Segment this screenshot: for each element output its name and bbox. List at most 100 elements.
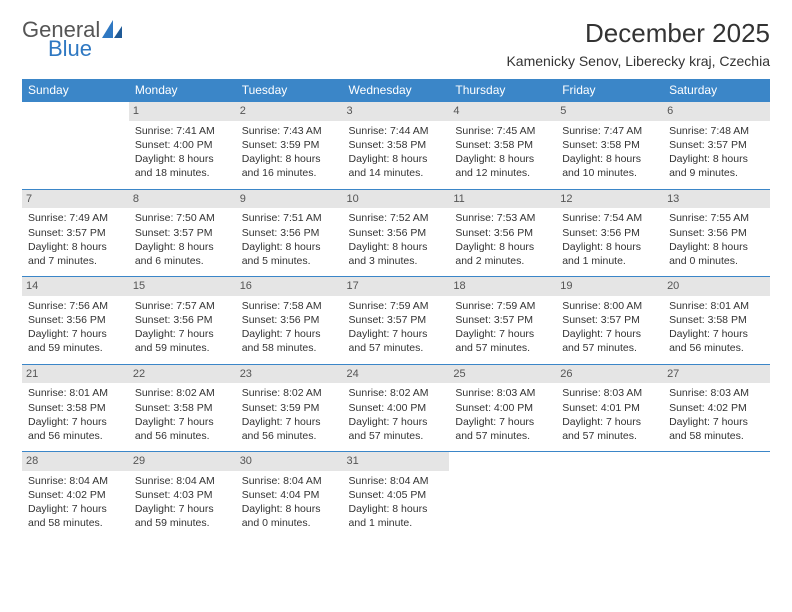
day-header: Sunday	[22, 79, 129, 102]
day-number: 19	[556, 277, 663, 296]
logo: General Blue	[22, 18, 124, 60]
daylight-text: Daylight: 7 hours and 58 minutes.	[669, 415, 764, 443]
sunrise-text: Sunrise: 7:54 AM	[562, 211, 657, 225]
sunset-text: Sunset: 3:58 PM	[669, 313, 764, 327]
sunrise-text: Sunrise: 8:02 AM	[242, 386, 337, 400]
day-number: 16	[236, 277, 343, 296]
sunrise-text: Sunrise: 7:57 AM	[135, 299, 230, 313]
sunrise-text: Sunrise: 8:03 AM	[669, 386, 764, 400]
sunrise-text: Sunrise: 7:43 AM	[242, 124, 337, 138]
empty-cell	[556, 452, 663, 539]
day-header: Thursday	[449, 79, 556, 102]
daylight-text: Daylight: 8 hours and 3 minutes.	[349, 240, 444, 268]
day-cell: 6Sunrise: 7:48 AMSunset: 3:57 PMDaylight…	[663, 102, 770, 190]
daylight-text: Daylight: 8 hours and 12 minutes.	[455, 152, 550, 180]
sunset-text: Sunset: 3:56 PM	[242, 226, 337, 240]
day-number: 11	[449, 190, 556, 209]
day-number: 18	[449, 277, 556, 296]
sunset-text: Sunset: 3:56 PM	[455, 226, 550, 240]
day-number: 7	[22, 190, 129, 209]
day-cell: 2Sunrise: 7:43 AMSunset: 3:59 PMDaylight…	[236, 102, 343, 190]
sunrise-text: Sunrise: 7:59 AM	[455, 299, 550, 313]
day-cell: 27 Sunrise: 8:03 AMSunset: 4:02 PMDayligh…	[663, 364, 770, 452]
day-cell: 16Sunrise: 7:58 AMSunset: 3:56 PMDayligh…	[236, 277, 343, 365]
daylight-text: Daylight: 7 hours and 57 minutes.	[455, 415, 550, 443]
day-number: 8	[129, 190, 236, 209]
sunset-text: Sunset: 3:59 PM	[242, 401, 337, 415]
day-cell: 7Sunrise: 7:49 AMSunset: 3:57 PMDaylight…	[22, 189, 129, 277]
day-header: Monday	[129, 79, 236, 102]
sunset-text: Sunset: 4:05 PM	[349, 488, 444, 502]
sunrise-text: Sunrise: 7:53 AM	[455, 211, 550, 225]
sunset-text: Sunset: 3:58 PM	[135, 401, 230, 415]
daylight-text: Daylight: 7 hours and 56 minutes.	[28, 415, 123, 443]
day-number: 4	[449, 102, 556, 121]
sunrise-text: Sunrise: 8:04 AM	[28, 474, 123, 488]
day-number: 22	[129, 365, 236, 384]
sunset-text: Sunset: 3:57 PM	[669, 138, 764, 152]
sunset-text: Sunset: 4:04 PM	[242, 488, 337, 502]
day-cell: 22Sunrise: 8:02 AMSunset: 3:58 PMDayligh…	[129, 364, 236, 452]
day-cell: 12Sunrise: 7:54 AMSunset: 3:56 PMDayligh…	[556, 189, 663, 277]
day-header: Saturday	[663, 79, 770, 102]
daylight-text: Daylight: 8 hours and 16 minutes.	[242, 152, 337, 180]
day-cell: 13Sunrise: 7:55 AMSunset: 3:56 PMDayligh…	[663, 189, 770, 277]
day-cell: 26 Sunrise: 8:03 AMSunset: 4:01 PMDayligh…	[556, 364, 663, 452]
daylight-text: Daylight: 8 hours and 1 minute.	[349, 502, 444, 530]
daylight-text: Daylight: 8 hours and 10 minutes.	[562, 152, 657, 180]
day-number: 20	[663, 277, 770, 296]
day-cell: 18Sunrise: 7:59 AMSunset: 3:57 PMDayligh…	[449, 277, 556, 365]
day-number: 29	[129, 452, 236, 471]
sunset-text: Sunset: 4:02 PM	[669, 401, 764, 415]
day-cell: 31Sunrise: 8:04 AMSunset: 4:05 PMDayligh…	[343, 452, 450, 539]
day-number: 27	[663, 365, 770, 384]
sunset-text: Sunset: 3:58 PM	[28, 401, 123, 415]
day-cell: 8Sunrise: 7:50 AMSunset: 3:57 PMDaylight…	[129, 189, 236, 277]
daylight-text: Daylight: 8 hours and 18 minutes.	[135, 152, 230, 180]
day-number: 21	[22, 365, 129, 384]
sunset-text: Sunset: 4:01 PM	[562, 401, 657, 415]
sunrise-text: Sunrise: 7:56 AM	[28, 299, 123, 313]
daylight-text: Daylight: 7 hours and 57 minutes.	[349, 415, 444, 443]
day-cell: 17Sunrise: 7:59 AMSunset: 3:57 PMDayligh…	[343, 277, 450, 365]
daylight-text: Daylight: 8 hours and 7 minutes.	[28, 240, 123, 268]
sunrise-text: Sunrise: 8:03 AM	[455, 386, 550, 400]
daylight-text: Daylight: 7 hours and 58 minutes.	[242, 327, 337, 355]
sunset-text: Sunset: 4:03 PM	[135, 488, 230, 502]
day-number: 25	[449, 365, 556, 384]
day-cell: 24Sunrise: 8:02 AMSunset: 4:00 PMDayligh…	[343, 364, 450, 452]
sunrise-text: Sunrise: 7:52 AM	[349, 211, 444, 225]
day-number: 31	[343, 452, 450, 471]
day-cell: 14Sunrise: 7:56 AMSunset: 3:56 PMDayligh…	[22, 277, 129, 365]
sunrise-text: Sunrise: 7:44 AM	[349, 124, 444, 138]
day-cell: 5Sunrise: 7:47 AMSunset: 3:58 PMDaylight…	[556, 102, 663, 190]
sunrise-text: Sunrise: 7:51 AM	[242, 211, 337, 225]
day-number: 10	[343, 190, 450, 209]
location-text: Kamenicky Senov, Liberecky kraj, Czechia	[506, 53, 770, 69]
sunset-text: Sunset: 3:59 PM	[242, 138, 337, 152]
daylight-text: Daylight: 8 hours and 1 minute.	[562, 240, 657, 268]
day-cell: 23Sunrise: 8:02 AMSunset: 3:59 PMDayligh…	[236, 364, 343, 452]
empty-cell	[449, 452, 556, 539]
day-number: 9	[236, 190, 343, 209]
daylight-text: Daylight: 7 hours and 57 minutes.	[562, 415, 657, 443]
day-cell: 25Sunrise: 8:03 AMSunset: 4:00 PMDayligh…	[449, 364, 556, 452]
sunrise-text: Sunrise: 7:55 AM	[669, 211, 764, 225]
day-number: 17	[343, 277, 450, 296]
day-number: 6	[663, 102, 770, 121]
day-number: 14	[22, 277, 129, 296]
day-cell: 30Sunrise: 8:04 AMSunset: 4:04 PMDayligh…	[236, 452, 343, 539]
day-cell: 19Sunrise: 8:00 AMSunset: 3:57 PMDayligh…	[556, 277, 663, 365]
day-number: 30	[236, 452, 343, 471]
sunrise-text: Sunrise: 8:04 AM	[135, 474, 230, 488]
day-number: 15	[129, 277, 236, 296]
sunset-text: Sunset: 3:57 PM	[349, 313, 444, 327]
day-number: 5	[556, 102, 663, 121]
sunset-text: Sunset: 3:56 PM	[669, 226, 764, 240]
sunrise-text: Sunrise: 8:03 AM	[562, 386, 657, 400]
sunset-text: Sunset: 3:57 PM	[135, 226, 230, 240]
day-cell: 3Sunrise: 7:44 AMSunset: 3:58 PMDaylight…	[343, 102, 450, 190]
day-number: 26	[556, 365, 663, 384]
day-number: 1	[129, 102, 236, 121]
daylight-text: Daylight: 8 hours and 14 minutes.	[349, 152, 444, 180]
